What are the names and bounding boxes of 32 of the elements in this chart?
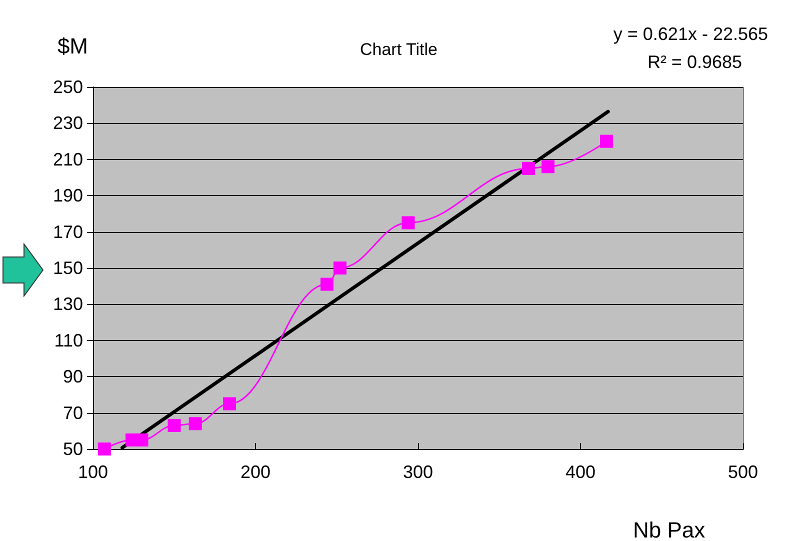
text: y = 0.621x - 22.565 — [613, 24, 768, 44]
y-axis-title: $M — [57, 34, 88, 58]
y-tick-label: 130 — [52, 294, 83, 314]
point — [522, 162, 535, 175]
y-tick-label: 210 — [52, 149, 83, 170]
point — [168, 418, 181, 432]
y-tick-label: 190 — [52, 186, 83, 206]
y-tick-label: 230 — [52, 113, 83, 134]
point — [223, 397, 236, 410]
x-tick-label: 100 — [78, 462, 108, 482]
x-tick-label: 200 — [240, 462, 271, 482]
point — [542, 160, 554, 174]
y-tick-label: 50 — [62, 439, 83, 459]
x-axis-title: Nb Pax — [633, 518, 706, 541]
point — [188, 417, 202, 430]
point — [135, 433, 148, 446]
point — [402, 216, 415, 230]
chart-title: Chart Title — [360, 40, 438, 59]
x-tick-label: 300 — [402, 462, 434, 482]
y-tick-label: 150 — [52, 258, 83, 278]
text: R² = 0.9685 — [647, 52, 742, 72]
x-tick-label: 500 — [728, 462, 758, 482]
y-tick-label: 90 — [62, 366, 83, 387]
x-tick-label: 400 — [565, 462, 596, 482]
y-tick-label: 250 — [52, 77, 83, 97]
y-tick-label: 170 — [52, 222, 83, 242]
point — [600, 134, 613, 148]
point — [98, 442, 111, 456]
y-tick-label: 110 — [54, 330, 83, 350]
point — [334, 262, 346, 274]
point — [320, 278, 334, 291]
y-tick-label: 70 — [62, 402, 83, 423]
